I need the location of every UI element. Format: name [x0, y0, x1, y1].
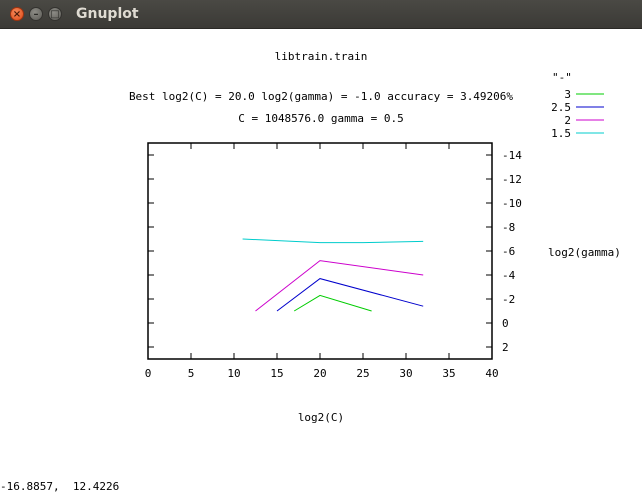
y-tick-label: -4	[502, 269, 516, 282]
plot-title-line2: Best log2(C) = 20.0 log2(gamma) = -1.0 a…	[129, 90, 513, 103]
legend-label-2: 2	[564, 114, 571, 127]
x-axis-label: log2(C)	[298, 411, 344, 424]
plot-canvas[interactable]: libtrain.train Best log2(C) = 20.0 log2(…	[0, 29, 642, 493]
y-tick-label: -8	[502, 221, 515, 234]
plot-title-line1: libtrain.train	[275, 50, 368, 63]
y-tick-label: -12	[502, 173, 522, 186]
y-tick-label: -6	[502, 245, 515, 258]
x-tick-label: 10	[227, 367, 240, 380]
series-line-2	[255, 260, 424, 312]
plot-title-line3: C = 1048576.0 gamma = 0.5	[238, 112, 404, 125]
y-axis-label: log2(gamma)	[548, 246, 621, 259]
legend-label-2.5: 2.5	[551, 101, 571, 114]
legend: "-" 32.521.5	[551, 71, 604, 140]
y-tick-label: 2	[502, 341, 509, 354]
y-tick-label: -2	[502, 293, 515, 306]
x-tick-label: 20	[313, 367, 326, 380]
maximize-window-button[interactable]: □	[48, 7, 62, 21]
legend-label-1.5: 1.5	[551, 127, 571, 140]
plot-border	[147, 142, 493, 360]
x-tick-label: 25	[356, 367, 369, 380]
window-title: Gnuplot	[76, 6, 139, 22]
series-line-3	[293, 294, 372, 312]
y-tick-label: -14	[502, 149, 522, 162]
mouse-position-readout: -16.8857, 12.4226	[0, 480, 120, 493]
y-tick-label: 0	[502, 317, 509, 330]
series-lines	[242, 238, 424, 312]
close-window-button[interactable]: ×	[10, 7, 24, 21]
window-titlebar: × – □ Gnuplot	[0, 0, 642, 29]
x-tick-label: 5	[188, 367, 195, 380]
plot-svg: libtrain.train Best log2(C) = 20.0 log2(…	[129, 50, 621, 424]
series-line-1.5	[242, 238, 424, 244]
axis-ticks: 0 5 10 15 20 25 30 35 40 -14 -12 -10 -8 -6 -4 -2 0 2	[145, 143, 522, 380]
legend-title: "-"	[552, 71, 572, 84]
x-tick-label: 40	[485, 367, 498, 380]
x-tick-label: 15	[270, 367, 283, 380]
legend-label-3: 3	[564, 88, 571, 101]
minimize-window-button[interactable]: –	[29, 7, 43, 21]
x-tick-label: 30	[399, 367, 412, 380]
x-tick-label: 0	[145, 367, 152, 380]
x-tick-label: 35	[442, 367, 455, 380]
series-line-2.5	[276, 278, 424, 312]
y-tick-label: -10	[502, 197, 522, 210]
